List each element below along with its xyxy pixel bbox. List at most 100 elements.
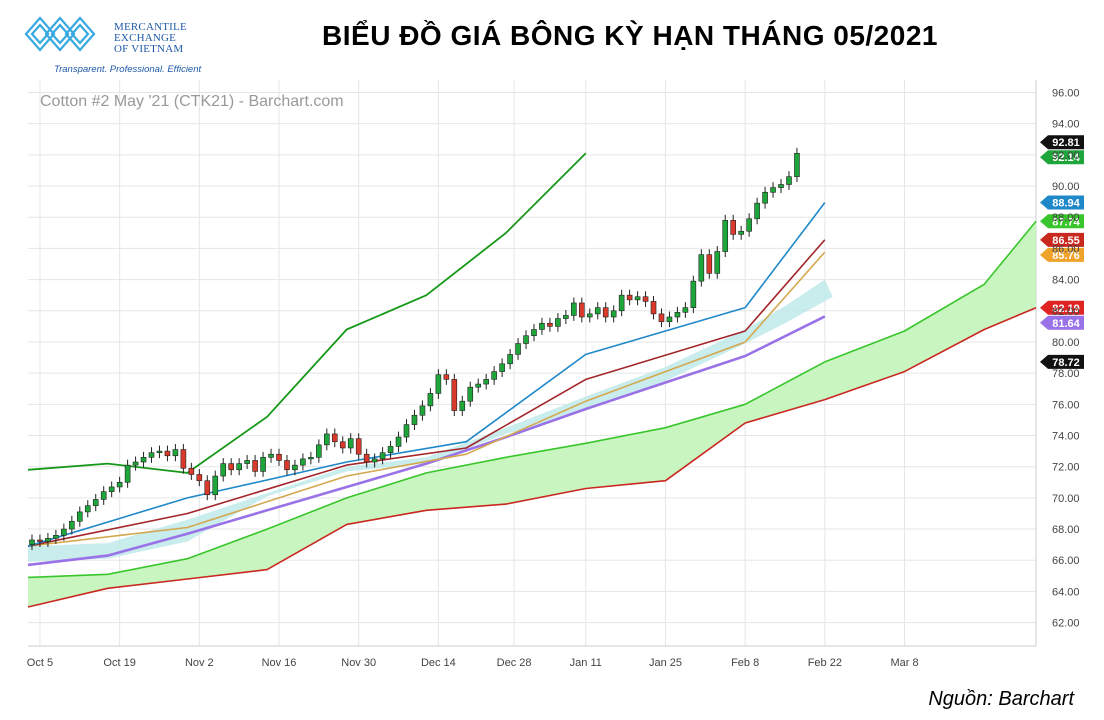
price-chart: Cotton #2 May '21 (CTK21) - Barchart.com… bbox=[24, 80, 1104, 680]
candle-body bbox=[172, 449, 179, 457]
candle-body bbox=[156, 450, 163, 453]
price-label: 87.74 bbox=[1040, 214, 1084, 229]
candle bbox=[140, 451, 147, 468]
candle bbox=[674, 306, 681, 323]
candle bbox=[53, 529, 59, 544]
candle-body bbox=[714, 251, 721, 274]
candle-body bbox=[228, 463, 234, 471]
candle bbox=[116, 476, 123, 493]
candle-body bbox=[37, 539, 43, 542]
candle-body bbox=[610, 310, 617, 318]
page-title: BIỂU ĐỒ GIÁ BÔNG KỲ HẠN THÁNG 05/2021 bbox=[322, 20, 938, 51]
candle bbox=[698, 249, 705, 287]
candle bbox=[180, 444, 187, 474]
candle-body bbox=[84, 505, 91, 513]
candle-body bbox=[730, 220, 737, 235]
candle-body bbox=[403, 424, 410, 438]
candle bbox=[132, 456, 139, 471]
candle-body bbox=[594, 307, 601, 315]
candle-body bbox=[387, 446, 394, 453]
candle-body bbox=[419, 405, 426, 416]
candle-body bbox=[252, 460, 258, 472]
candle-body bbox=[188, 467, 195, 475]
y-tick-label: 88.00 bbox=[1052, 212, 1080, 224]
candle-body bbox=[507, 354, 513, 365]
candle-body bbox=[794, 152, 800, 177]
candle-body bbox=[180, 449, 187, 469]
candle-body bbox=[276, 453, 282, 461]
price-label: 78.72 bbox=[1040, 354, 1084, 369]
candle bbox=[602, 302, 609, 323]
x-tick-label: Oct 19 bbox=[103, 657, 135, 669]
y-tick-label: 72.00 bbox=[1052, 462, 1080, 474]
mxv-logo-mark bbox=[24, 16, 96, 52]
candle bbox=[324, 428, 330, 451]
candle-body bbox=[579, 302, 585, 318]
candle bbox=[427, 387, 434, 412]
logo-line-2: EXCHANGE bbox=[114, 32, 177, 44]
candle bbox=[300, 453, 306, 471]
candle bbox=[746, 213, 752, 237]
candle bbox=[204, 475, 211, 501]
candle bbox=[435, 369, 442, 399]
candle-body bbox=[53, 534, 59, 539]
candle bbox=[722, 214, 729, 257]
candle bbox=[419, 400, 426, 421]
candle bbox=[507, 348, 513, 370]
price-label-value: 86.55 bbox=[1052, 235, 1080, 247]
candle bbox=[76, 506, 83, 527]
x-tick-label: Oct 5 bbox=[27, 657, 53, 669]
candle bbox=[379, 447, 386, 465]
x-tick-label: Mar 8 bbox=[890, 657, 918, 669]
x-tick-label: Feb 22 bbox=[808, 657, 842, 669]
candle-body bbox=[658, 313, 665, 322]
candle bbox=[124, 459, 131, 488]
candle-body bbox=[682, 307, 689, 313]
price-label-box bbox=[1040, 315, 1084, 330]
candle-body bbox=[642, 296, 649, 302]
y-tick-label: 94.00 bbox=[1052, 119, 1080, 131]
axis-ticks: 96.00 94.00 92.00 90.00 88.00 86.00 84.00 82.00… bbox=[27, 87, 1080, 669]
chart-svg: Cotton #2 May '21 (CTK21) - Barchart.com… bbox=[27, 80, 1084, 669]
candle-body bbox=[196, 474, 203, 482]
slow-moving-average bbox=[27, 251, 826, 547]
candle-body bbox=[411, 414, 418, 425]
y-tick-label: 78.00 bbox=[1052, 368, 1080, 380]
logo-line-3: OF VIETNAM bbox=[114, 43, 184, 55]
y-tick-label: 84.00 bbox=[1052, 275, 1080, 287]
x-tick-label: Nov 2 bbox=[185, 657, 214, 669]
y-tick-label: 76.00 bbox=[1052, 399, 1080, 411]
span-b-line bbox=[27, 307, 1037, 608]
candle bbox=[387, 440, 394, 459]
candle-body bbox=[778, 184, 784, 188]
mxv-logo: MERCANTILE EXCHANGE OF VIETNAM Transpare… bbox=[22, 10, 222, 75]
x-tick-label: Nov 16 bbox=[262, 657, 297, 669]
candle-body bbox=[100, 491, 107, 500]
candle-body bbox=[300, 458, 306, 466]
candle bbox=[762, 186, 768, 209]
price-label-value: 87.74 bbox=[1052, 216, 1080, 228]
long-moving-average bbox=[27, 315, 826, 567]
candle bbox=[331, 428, 338, 448]
x-tick-label: Feb 8 bbox=[731, 657, 759, 669]
logo-tagline: Transparent. Professional. Efficient bbox=[54, 64, 202, 75]
y-tick-label: 66.00 bbox=[1052, 555, 1080, 567]
candle-body bbox=[754, 202, 760, 220]
candle bbox=[586, 308, 593, 323]
candle bbox=[539, 317, 545, 335]
candle-body bbox=[140, 457, 147, 463]
candle bbox=[555, 313, 561, 332]
candle bbox=[594, 302, 601, 320]
candle-body bbox=[220, 463, 227, 477]
candle-body bbox=[236, 463, 242, 471]
candle-body bbox=[746, 218, 752, 232]
candle bbox=[244, 454, 250, 470]
candle-body bbox=[45, 538, 51, 542]
candle bbox=[172, 444, 179, 462]
candle bbox=[100, 486, 107, 505]
candle bbox=[778, 179, 784, 194]
candle-body bbox=[260, 457, 266, 472]
candle bbox=[523, 330, 529, 349]
candle bbox=[467, 381, 474, 407]
candle bbox=[212, 470, 219, 501]
